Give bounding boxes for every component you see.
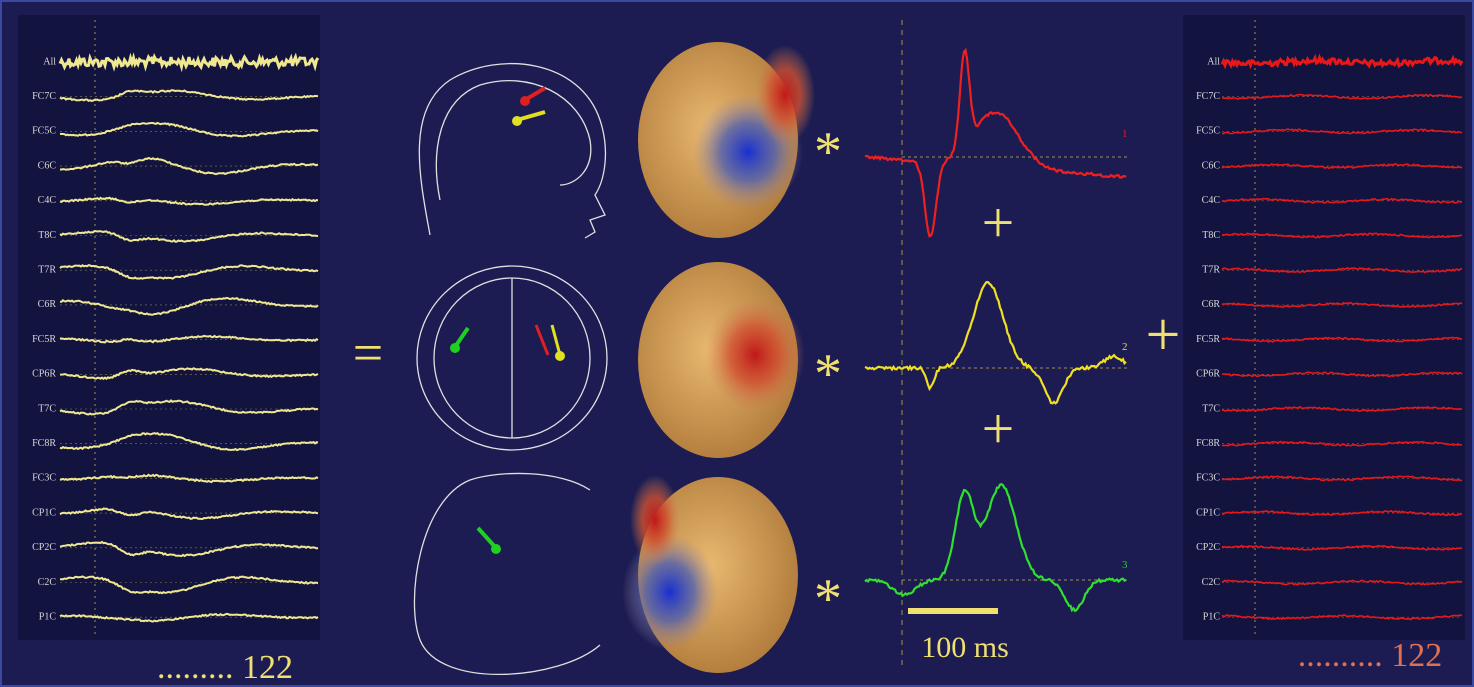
channel-label: CP1C <box>1196 507 1220 518</box>
channel-label: T7R <box>38 264 56 275</box>
equals-sign: = <box>353 322 383 382</box>
channel-label: FC5C <box>32 126 56 137</box>
plus-sign: + <box>1146 301 1181 369</box>
channel-label: P1C <box>39 611 57 622</box>
channel-label: C4C <box>38 195 57 206</box>
channel-label: CP6R <box>1196 369 1220 380</box>
times-sign: * <box>814 568 842 630</box>
channel-label: FC8R <box>1196 438 1220 449</box>
plus-sign: + <box>982 396 1015 461</box>
channel-count: ......... 122 <box>157 649 293 686</box>
component-number: 1 <box>1122 128 1128 140</box>
figure: All All FC7C FC7C FC5C FC5C C6C C6C C4C C4C T8C T8C… <box>0 0 1474 687</box>
channel-label: FC3C <box>1196 473 1220 484</box>
channel-label: T8C <box>38 230 56 241</box>
channel-label: CP1C <box>32 507 56 518</box>
channel-label: CP2C <box>32 542 56 553</box>
channel-label: C2C <box>1202 577 1221 588</box>
channel-label: C4C <box>1202 195 1221 206</box>
channel-count: .......... 122 <box>1298 637 1443 674</box>
channel-label: C6R <box>38 299 57 310</box>
channel-label: P1C <box>1203 611 1221 622</box>
channel-label: FC5R <box>1196 334 1220 345</box>
component-number: 3 <box>1122 559 1128 571</box>
channel-label: FC7C <box>32 91 56 102</box>
channel-label: T8C <box>1202 230 1220 241</box>
channel-label: T7R <box>1202 264 1220 275</box>
channel-label: FC5C <box>1196 126 1220 137</box>
channel-label: C2C <box>38 577 57 588</box>
channel-label: All <box>1207 56 1220 67</box>
channel-label: FC8R <box>32 438 56 449</box>
times-sign: * <box>814 121 842 183</box>
scale-label: 100 ms <box>921 631 1009 664</box>
channel-label: FC3C <box>32 473 56 484</box>
channel-label: C6C <box>1202 160 1221 171</box>
channel-label: FC5R <box>32 334 56 345</box>
channel-label: C6R <box>1202 299 1221 310</box>
channel-label: T7C <box>38 403 56 414</box>
channel-label: FC7C <box>1196 91 1220 102</box>
channel-label: All <box>43 56 56 67</box>
scale-bar <box>908 608 998 614</box>
component-number: 2 <box>1122 341 1128 353</box>
topo-maps <box>622 42 815 673</box>
channel-label: C6C <box>38 160 57 171</box>
channel-label: T7C <box>1202 403 1220 414</box>
plus-sign: + <box>982 190 1015 255</box>
channel-label: CP2C <box>1196 542 1220 553</box>
channel-label: CP6R <box>32 369 56 380</box>
times-sign: * <box>814 343 842 405</box>
